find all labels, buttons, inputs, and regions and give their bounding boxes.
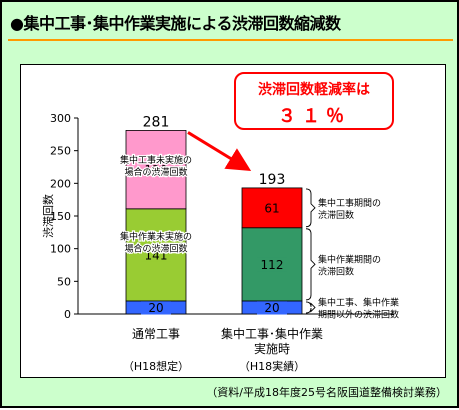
x-category-sublabel: （H18想定）: [123, 359, 189, 373]
data-label: 120: [145, 163, 168, 177]
bar-total-label: 281: [143, 114, 170, 130]
x-category-label-line2: 実施時: [254, 341, 290, 356]
right-annotation-text: 期間以外の渋滞回数: [318, 308, 399, 320]
x-category-label: 集中工事･集中作業: [221, 326, 323, 341]
right-annotation-text: 渋滞回数: [318, 209, 354, 221]
y-tick-label: 200: [50, 177, 71, 190]
right-annotation-text: 集中作業期間の: [318, 253, 381, 265]
data-label-bg: [257, 200, 287, 215]
reduction-rate-callout: 渋滞回数軽減率は ３１％: [234, 72, 394, 130]
x-category-label: 通常工事: [132, 327, 180, 341]
data-label: 61: [264, 201, 279, 215]
x-category-sublabel: （H18実績）: [239, 359, 305, 373]
callout-value: ３１％: [278, 106, 350, 127]
y-tick-label: 150: [50, 210, 71, 223]
data-label-bg: [257, 300, 287, 315]
data-label: 20: [148, 301, 163, 315]
data-label-bg: [141, 300, 171, 315]
y-tick-label: 250: [50, 145, 71, 158]
bar-total-label: 193: [259, 172, 286, 188]
bracket: [305, 188, 316, 228]
left-annotation-text: 場合の渋滞回数: [124, 166, 187, 178]
left-annotation-text: 場合の渋滞回数: [124, 242, 187, 254]
data-label-bg: [141, 162, 171, 177]
source-note: （資料/平成18年度25号名阪国道整備検討業務）: [206, 386, 447, 399]
callout-title: 渋滞回数軽減率は: [258, 82, 370, 98]
y-tick-label: 100: [50, 243, 71, 256]
data-label: 112: [261, 258, 284, 272]
left-annotation-text: 集中作業未実施の: [120, 230, 192, 242]
data-label: 141: [145, 248, 168, 262]
y-tick-label: 300: [50, 112, 71, 125]
right-annotation-text: 集中工事期間の: [318, 197, 381, 209]
data-label-bg: [141, 247, 171, 262]
left-annotation-text: 集中工事未実施の: [120, 154, 192, 166]
data-label: 20: [264, 301, 279, 315]
y-tick-label: 50: [57, 275, 71, 288]
y-axis-title: 渋滞回数: [42, 194, 55, 238]
title-underline: [8, 39, 453, 41]
figure-title: ●集中工事･集中作業実施による渋滞回数縮減数: [10, 14, 341, 33]
data-label-bg: [257, 257, 287, 272]
bracket: [305, 228, 316, 301]
right-annotation-text: 渋滞回数: [318, 265, 354, 277]
reduction-arrow: [187, 131, 252, 172]
right-annotation-text: 集中工事、集中作業: [318, 296, 399, 308]
y-tick-label: 0: [64, 308, 71, 321]
bracket: [305, 301, 316, 314]
